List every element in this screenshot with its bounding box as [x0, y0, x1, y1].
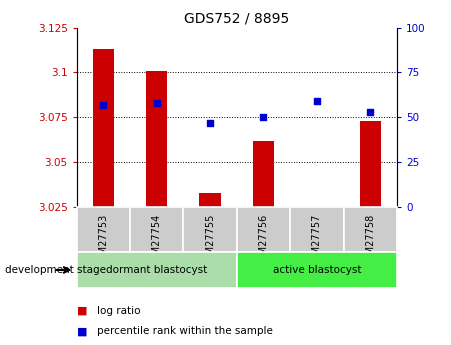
Bar — [290, 207, 344, 252]
Bar — [359, 121, 381, 207]
Point — [367, 109, 374, 115]
Point — [313, 98, 320, 104]
Bar — [344, 207, 397, 252]
Text: GSM27754: GSM27754 — [152, 214, 162, 267]
Text: GSM27758: GSM27758 — [365, 214, 375, 267]
Bar — [253, 141, 274, 207]
Text: development stage: development stage — [5, 265, 106, 275]
Text: GSM27756: GSM27756 — [258, 214, 268, 267]
Text: GSM27757: GSM27757 — [312, 214, 322, 267]
Point — [100, 102, 107, 108]
Bar — [77, 207, 130, 252]
Point — [260, 115, 267, 120]
Title: GDS752 / 8895: GDS752 / 8895 — [184, 11, 290, 25]
Text: GSM27753: GSM27753 — [98, 214, 108, 267]
Bar — [130, 207, 184, 252]
Text: dormant blastocyst: dormant blastocyst — [106, 265, 207, 275]
Bar — [93, 49, 114, 207]
Point — [207, 120, 214, 126]
Bar — [77, 252, 237, 288]
Text: ■: ■ — [77, 326, 87, 336]
Text: ■: ■ — [77, 306, 87, 315]
Text: GSM27755: GSM27755 — [205, 214, 215, 267]
Text: percentile rank within the sample: percentile rank within the sample — [97, 326, 273, 336]
Bar — [199, 193, 221, 207]
Point — [153, 100, 160, 106]
Bar — [146, 71, 167, 207]
Bar — [184, 207, 237, 252]
Bar — [237, 207, 290, 252]
Text: active blastocyst: active blastocyst — [272, 265, 361, 275]
Text: log ratio: log ratio — [97, 306, 140, 315]
Bar — [237, 252, 397, 288]
